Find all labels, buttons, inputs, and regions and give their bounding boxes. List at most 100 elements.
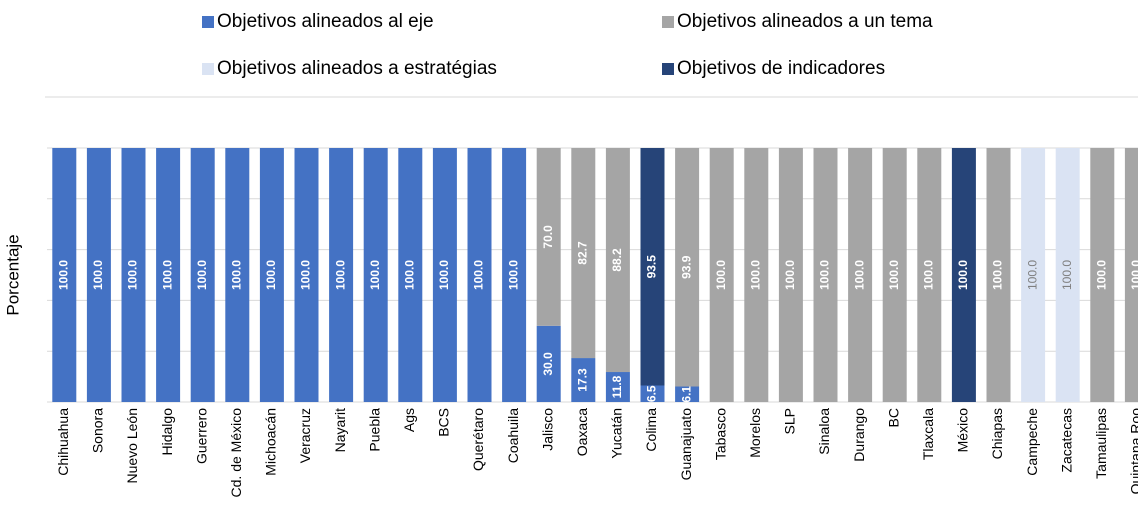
- bar-segment: [917, 148, 942, 402]
- bar-segment: [744, 148, 769, 402]
- legend-label: Objetivos de indicadores: [677, 58, 885, 79]
- bar-segment: [363, 148, 388, 402]
- legend-swatch: [662, 16, 674, 28]
- x-tick-label: Ags: [401, 408, 417, 432]
- value-label: 100.0: [921, 260, 935, 290]
- x-tick-label: Zacatecas: [1058, 408, 1074, 473]
- bar-segment: [225, 148, 250, 402]
- value-label: 100.0: [991, 260, 1005, 290]
- bar-segment: [813, 148, 838, 402]
- value-label: 88.2: [610, 248, 624, 272]
- bar-segment: [778, 148, 803, 402]
- value-label: 100.0: [368, 260, 382, 290]
- value-label: 100.0: [126, 260, 140, 290]
- value-label: 100.0: [91, 260, 105, 290]
- value-label: 100.0: [506, 260, 520, 290]
- legend-swatch: [202, 16, 214, 28]
- bar-segment: [605, 372, 630, 402]
- bar-segment: [675, 386, 700, 402]
- value-label: 100.0: [402, 260, 416, 290]
- bar-segment: [709, 148, 734, 402]
- x-tick-label: Chiapas: [989, 408, 1005, 459]
- legend-label: Objetivos alineados a estratégias: [217, 58, 497, 79]
- value-label: 100.0: [472, 260, 486, 290]
- x-tick-label: Puebla: [366, 408, 382, 452]
- bar-segment: [675, 148, 700, 387]
- value-label: 93.5: [645, 255, 659, 279]
- bar-segment: [294, 148, 319, 402]
- value-label: 93.9: [679, 255, 693, 279]
- x-tick-label: Tamaulipas: [1093, 408, 1109, 479]
- value-label: 6.5: [645, 385, 659, 402]
- bar-segment: [986, 148, 1011, 402]
- value-label: 100.0: [299, 260, 313, 290]
- value-label: 100.0: [1060, 260, 1074, 290]
- bar-segment: [190, 148, 215, 402]
- value-label: 100.0: [852, 260, 866, 290]
- x-tick-label: Durango: [851, 408, 867, 462]
- bar-segment: [467, 148, 492, 402]
- bar-segment: [1021, 148, 1046, 402]
- value-label: 82.7: [575, 241, 589, 265]
- legend-swatch: [202, 63, 214, 75]
- x-tick-label: Veracruz: [297, 408, 313, 463]
- x-tick-label: Yucatán: [609, 408, 625, 459]
- bar-segment: [329, 148, 354, 402]
- bar-segment: [640, 148, 665, 386]
- legend-swatch: [662, 63, 674, 75]
- x-tick-label: BC: [885, 408, 901, 427]
- value-label: 100.0: [56, 260, 70, 290]
- x-tick-label: Jalisco: [539, 408, 555, 451]
- bar-segment: [1090, 148, 1115, 402]
- value-label: 100.0: [160, 260, 174, 290]
- value-label: 100.0: [264, 260, 278, 290]
- bar-segment: [121, 148, 146, 402]
- bar-segment: [536, 325, 561, 402]
- value-label: 100.0: [195, 260, 209, 290]
- value-label: 100.0: [333, 260, 347, 290]
- value-label: 70.0: [541, 225, 555, 249]
- x-tick-label: Querétaro: [470, 408, 486, 471]
- value-label: 100.0: [1025, 260, 1039, 290]
- legend-label: Objetivos alineados al eje: [217, 11, 434, 32]
- value-label: 100.0: [714, 260, 728, 290]
- value-label: 30.0: [541, 352, 555, 376]
- x-tick-label: Morelos: [747, 408, 763, 458]
- x-tick-label: Sonora: [90, 408, 106, 453]
- value-label: 100.0: [887, 260, 901, 290]
- x-tick-label: BCS: [436, 408, 452, 437]
- bar-segment: [571, 148, 596, 359]
- value-label: 100.0: [956, 260, 970, 290]
- x-tick-label: Hidalgo: [159, 408, 175, 456]
- x-tick-label: México: [955, 408, 971, 453]
- x-tick-label: Michoacán: [263, 408, 279, 476]
- x-tick-label: Nuevo León: [124, 408, 140, 484]
- value-label: 100.0: [783, 260, 797, 290]
- x-tick-label: Cd. de México: [228, 408, 244, 498]
- value-label: 100.0: [229, 260, 243, 290]
- value-label: 100.0: [1129, 260, 1138, 290]
- bar-segment: [156, 148, 181, 402]
- value-label: 100.0: [818, 260, 832, 290]
- x-tick-label: Tabasco: [712, 408, 728, 460]
- bar-segment: [1124, 148, 1138, 402]
- value-label: 6.1: [679, 386, 693, 403]
- x-tick-label: Sinaloa: [816, 408, 832, 455]
- bar-segment: [52, 148, 77, 402]
- bar-segment: [398, 148, 423, 402]
- x-tick-label: Guerrero: [193, 408, 209, 464]
- x-tick-label: Tlaxcala: [920, 408, 936, 460]
- x-tick-label: Chihuahua: [55, 408, 71, 476]
- value-label: 100.0: [1094, 260, 1108, 290]
- x-tick-label: Campeche: [1024, 408, 1040, 476]
- bar-segment: [1055, 148, 1080, 402]
- value-label: 100.0: [437, 260, 451, 290]
- bar-segment: [536, 148, 561, 326]
- x-tick-label: SLP: [782, 408, 798, 434]
- x-tick-label: Nayarit: [332, 408, 348, 452]
- bar-segment: [848, 148, 873, 402]
- legend-label: Objetivos alineados a un tema: [677, 11, 933, 32]
- x-tick-label: Coahuila: [505, 408, 521, 463]
- bar-segment: [605, 148, 630, 373]
- y-axis-label: Porcentaje: [3, 234, 22, 315]
